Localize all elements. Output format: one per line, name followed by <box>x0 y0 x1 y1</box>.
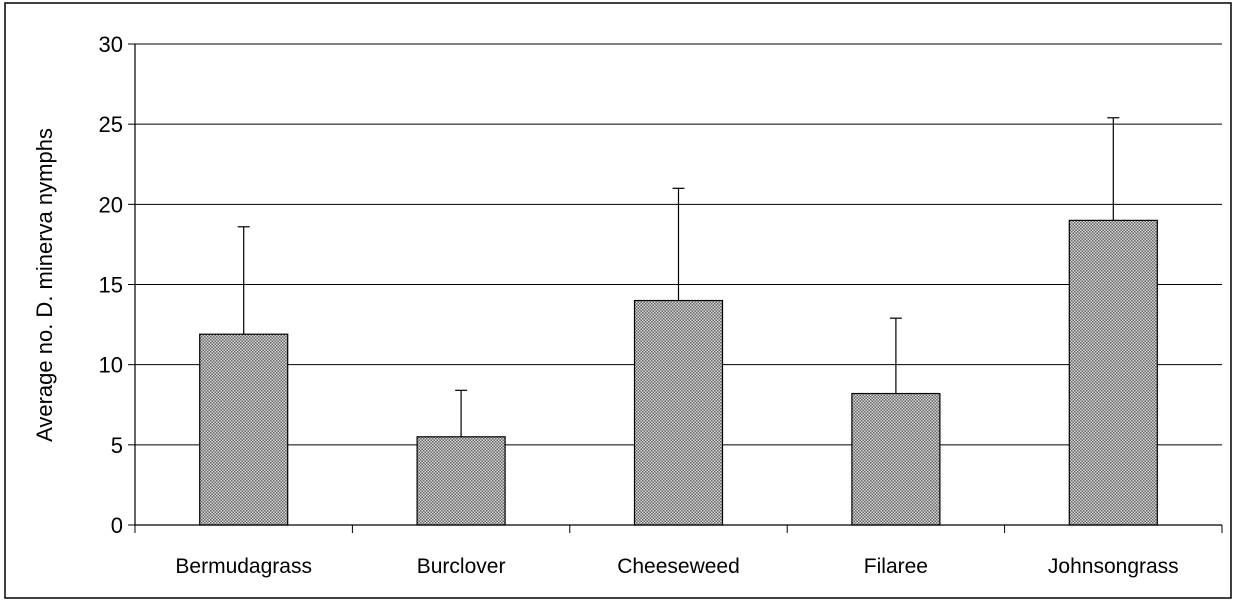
bar-johnsongrass <box>1068 219 1158 526</box>
bar-bermudagrass <box>199 333 289 526</box>
x-category-label: Filaree <box>864 555 928 578</box>
bar-filaree <box>851 392 941 526</box>
chart-frame <box>4 2 1232 599</box>
bar-burclover <box>416 436 506 526</box>
y-tick-label: 5 <box>111 433 123 458</box>
y-tick-label: 25 <box>99 112 123 137</box>
x-category-label: Bermudagrass <box>175 555 312 578</box>
bars <box>199 117 1158 526</box>
x-category-label: Johnsongrass <box>1048 555 1179 578</box>
y-axis-title: Average no. D. minerva nymphs <box>32 128 57 442</box>
x-category-label: Cheeseweed <box>617 555 740 578</box>
bar-cheeseweed <box>633 299 724 526</box>
y-tick-label: 0 <box>111 513 123 538</box>
y-tick-label: 20 <box>99 192 123 217</box>
y-tick-label: 30 <box>99 32 123 57</box>
y-tick-label: 15 <box>99 273 123 298</box>
y-tick-labels: 0 5 10 15 20 25 30 <box>99 32 123 538</box>
x-category-label: Burclover <box>417 555 506 578</box>
y-tick-label: 10 <box>99 353 123 378</box>
axes <box>128 43 1223 533</box>
x-category-labels: Bermudagrass Burclover Cheeseweed Filaree Jo… <box>175 555 1178 578</box>
